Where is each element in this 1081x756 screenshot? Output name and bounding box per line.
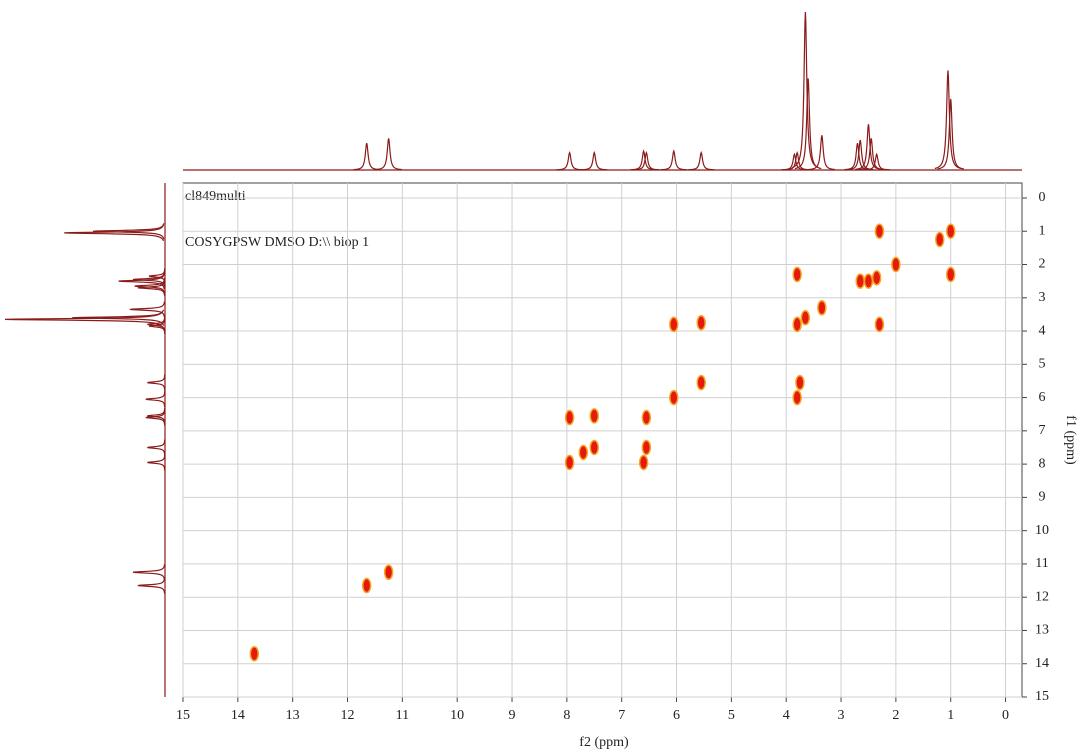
x-tick-label: 8 bbox=[563, 708, 570, 723]
projection-peak bbox=[147, 454, 166, 471]
cross-peak bbox=[945, 266, 956, 283]
projection-peak bbox=[633, 150, 660, 171]
y-tick-label: 2 bbox=[1039, 257, 1046, 272]
x-tick-label: 4 bbox=[783, 708, 790, 723]
projection-peak bbox=[937, 98, 964, 170]
y-tick-label: 14 bbox=[1035, 656, 1049, 671]
y-tick-label: 10 bbox=[1035, 523, 1049, 538]
projection-peak bbox=[132, 564, 166, 581]
y-tick-label: 9 bbox=[1039, 490, 1046, 505]
x-tick-label: 2 bbox=[892, 708, 899, 723]
projection-peak bbox=[857, 138, 885, 171]
y-tick-label: 5 bbox=[1039, 357, 1046, 372]
x-tick-label: 1 bbox=[947, 708, 954, 723]
annotation: cl849multi bbox=[185, 189, 246, 204]
cross-peak bbox=[696, 374, 706, 391]
y-axis-label: f1 (ppm) bbox=[1063, 415, 1078, 465]
y-tick-label: 8 bbox=[1039, 456, 1046, 471]
cross-peak bbox=[792, 389, 802, 406]
cross-peak bbox=[383, 564, 394, 580]
x-tick-label: 14 bbox=[231, 708, 245, 723]
y-tick-label: 3 bbox=[1039, 290, 1046, 305]
projection-peak bbox=[630, 149, 657, 171]
cross-peak bbox=[669, 316, 679, 333]
cross-peak bbox=[638, 454, 649, 471]
cross-peak bbox=[641, 409, 652, 426]
cross-peak bbox=[792, 266, 802, 283]
projection-peak bbox=[556, 150, 583, 171]
cross-peak bbox=[578, 444, 589, 461]
cross-peak bbox=[696, 314, 706, 331]
x-tick-label: 12 bbox=[341, 708, 355, 723]
x-tick-label: 10 bbox=[450, 708, 464, 723]
cross-peak bbox=[249, 646, 260, 662]
projection-peak bbox=[145, 391, 166, 408]
cross-peak bbox=[564, 409, 575, 426]
x-tick-label: 15 bbox=[176, 708, 190, 723]
y-tick-label: 15 bbox=[1035, 689, 1049, 704]
projection-peak bbox=[64, 224, 165, 242]
projection-peak bbox=[147, 439, 166, 456]
cross-peak bbox=[669, 389, 679, 406]
x-tick-label: 13 bbox=[286, 708, 300, 723]
projection-peak bbox=[137, 577, 166, 594]
projection-peak bbox=[147, 407, 166, 424]
x-tick-label: 5 bbox=[728, 708, 735, 723]
projection-peak bbox=[147, 374, 166, 391]
cross-peak bbox=[641, 439, 652, 456]
projection-peak bbox=[863, 152, 890, 171]
cross-peak bbox=[863, 273, 874, 289]
x-tick-label: 3 bbox=[838, 708, 845, 723]
x-tick-label: 6 bbox=[673, 708, 680, 723]
cross-peak bbox=[891, 256, 901, 273]
cross-peak bbox=[855, 273, 865, 289]
x-tick-label: 11 bbox=[396, 708, 409, 723]
cross-peak bbox=[792, 316, 802, 333]
y-tick-label: 6 bbox=[1039, 390, 1046, 405]
cross-peak bbox=[589, 439, 600, 456]
cross-peak bbox=[874, 223, 885, 239]
cross-peak bbox=[817, 300, 827, 316]
x-tick-label: 7 bbox=[618, 708, 625, 723]
projection-peak bbox=[375, 138, 402, 171]
cross-peak bbox=[361, 577, 372, 594]
projection-peak bbox=[660, 149, 687, 171]
cross-peak bbox=[871, 270, 882, 286]
projection-peak bbox=[129, 301, 166, 318]
projection-peak bbox=[353, 142, 380, 171]
projection-peak bbox=[132, 271, 166, 288]
cross-peak bbox=[800, 309, 811, 326]
x-tick-label: 9 bbox=[509, 708, 516, 723]
cross-peak bbox=[795, 374, 805, 391]
y-tick-label: 0 bbox=[1039, 190, 1046, 205]
y-tick-label: 7 bbox=[1039, 423, 1046, 438]
projection-peak bbox=[808, 135, 836, 171]
y-tick-label: 1 bbox=[1039, 223, 1046, 238]
annotation: COSYGPSW DMSO D:\\ biop 1 bbox=[185, 235, 369, 250]
projection-peak bbox=[688, 150, 715, 171]
cross-peak bbox=[934, 231, 945, 248]
y-tick-label: 11 bbox=[1035, 556, 1048, 571]
y-tick-label: 4 bbox=[1039, 323, 1046, 338]
cross-peak bbox=[874, 316, 885, 333]
y-tick-label: 12 bbox=[1035, 589, 1049, 604]
projection-peak bbox=[581, 150, 608, 171]
cross-peak bbox=[945, 223, 956, 239]
projection-peak bbox=[147, 316, 166, 333]
projection-peak bbox=[783, 150, 811, 171]
cross-peak bbox=[564, 454, 575, 471]
projection-peak bbox=[92, 223, 165, 240]
x-tick-label: 0 bbox=[1002, 708, 1009, 723]
x-axis-label: f2 (ppm) bbox=[579, 735, 629, 750]
projection-peak bbox=[148, 268, 166, 285]
projection-peak bbox=[934, 70, 962, 170]
cross-peak bbox=[589, 408, 600, 424]
y-tick-label: 13 bbox=[1035, 623, 1049, 638]
